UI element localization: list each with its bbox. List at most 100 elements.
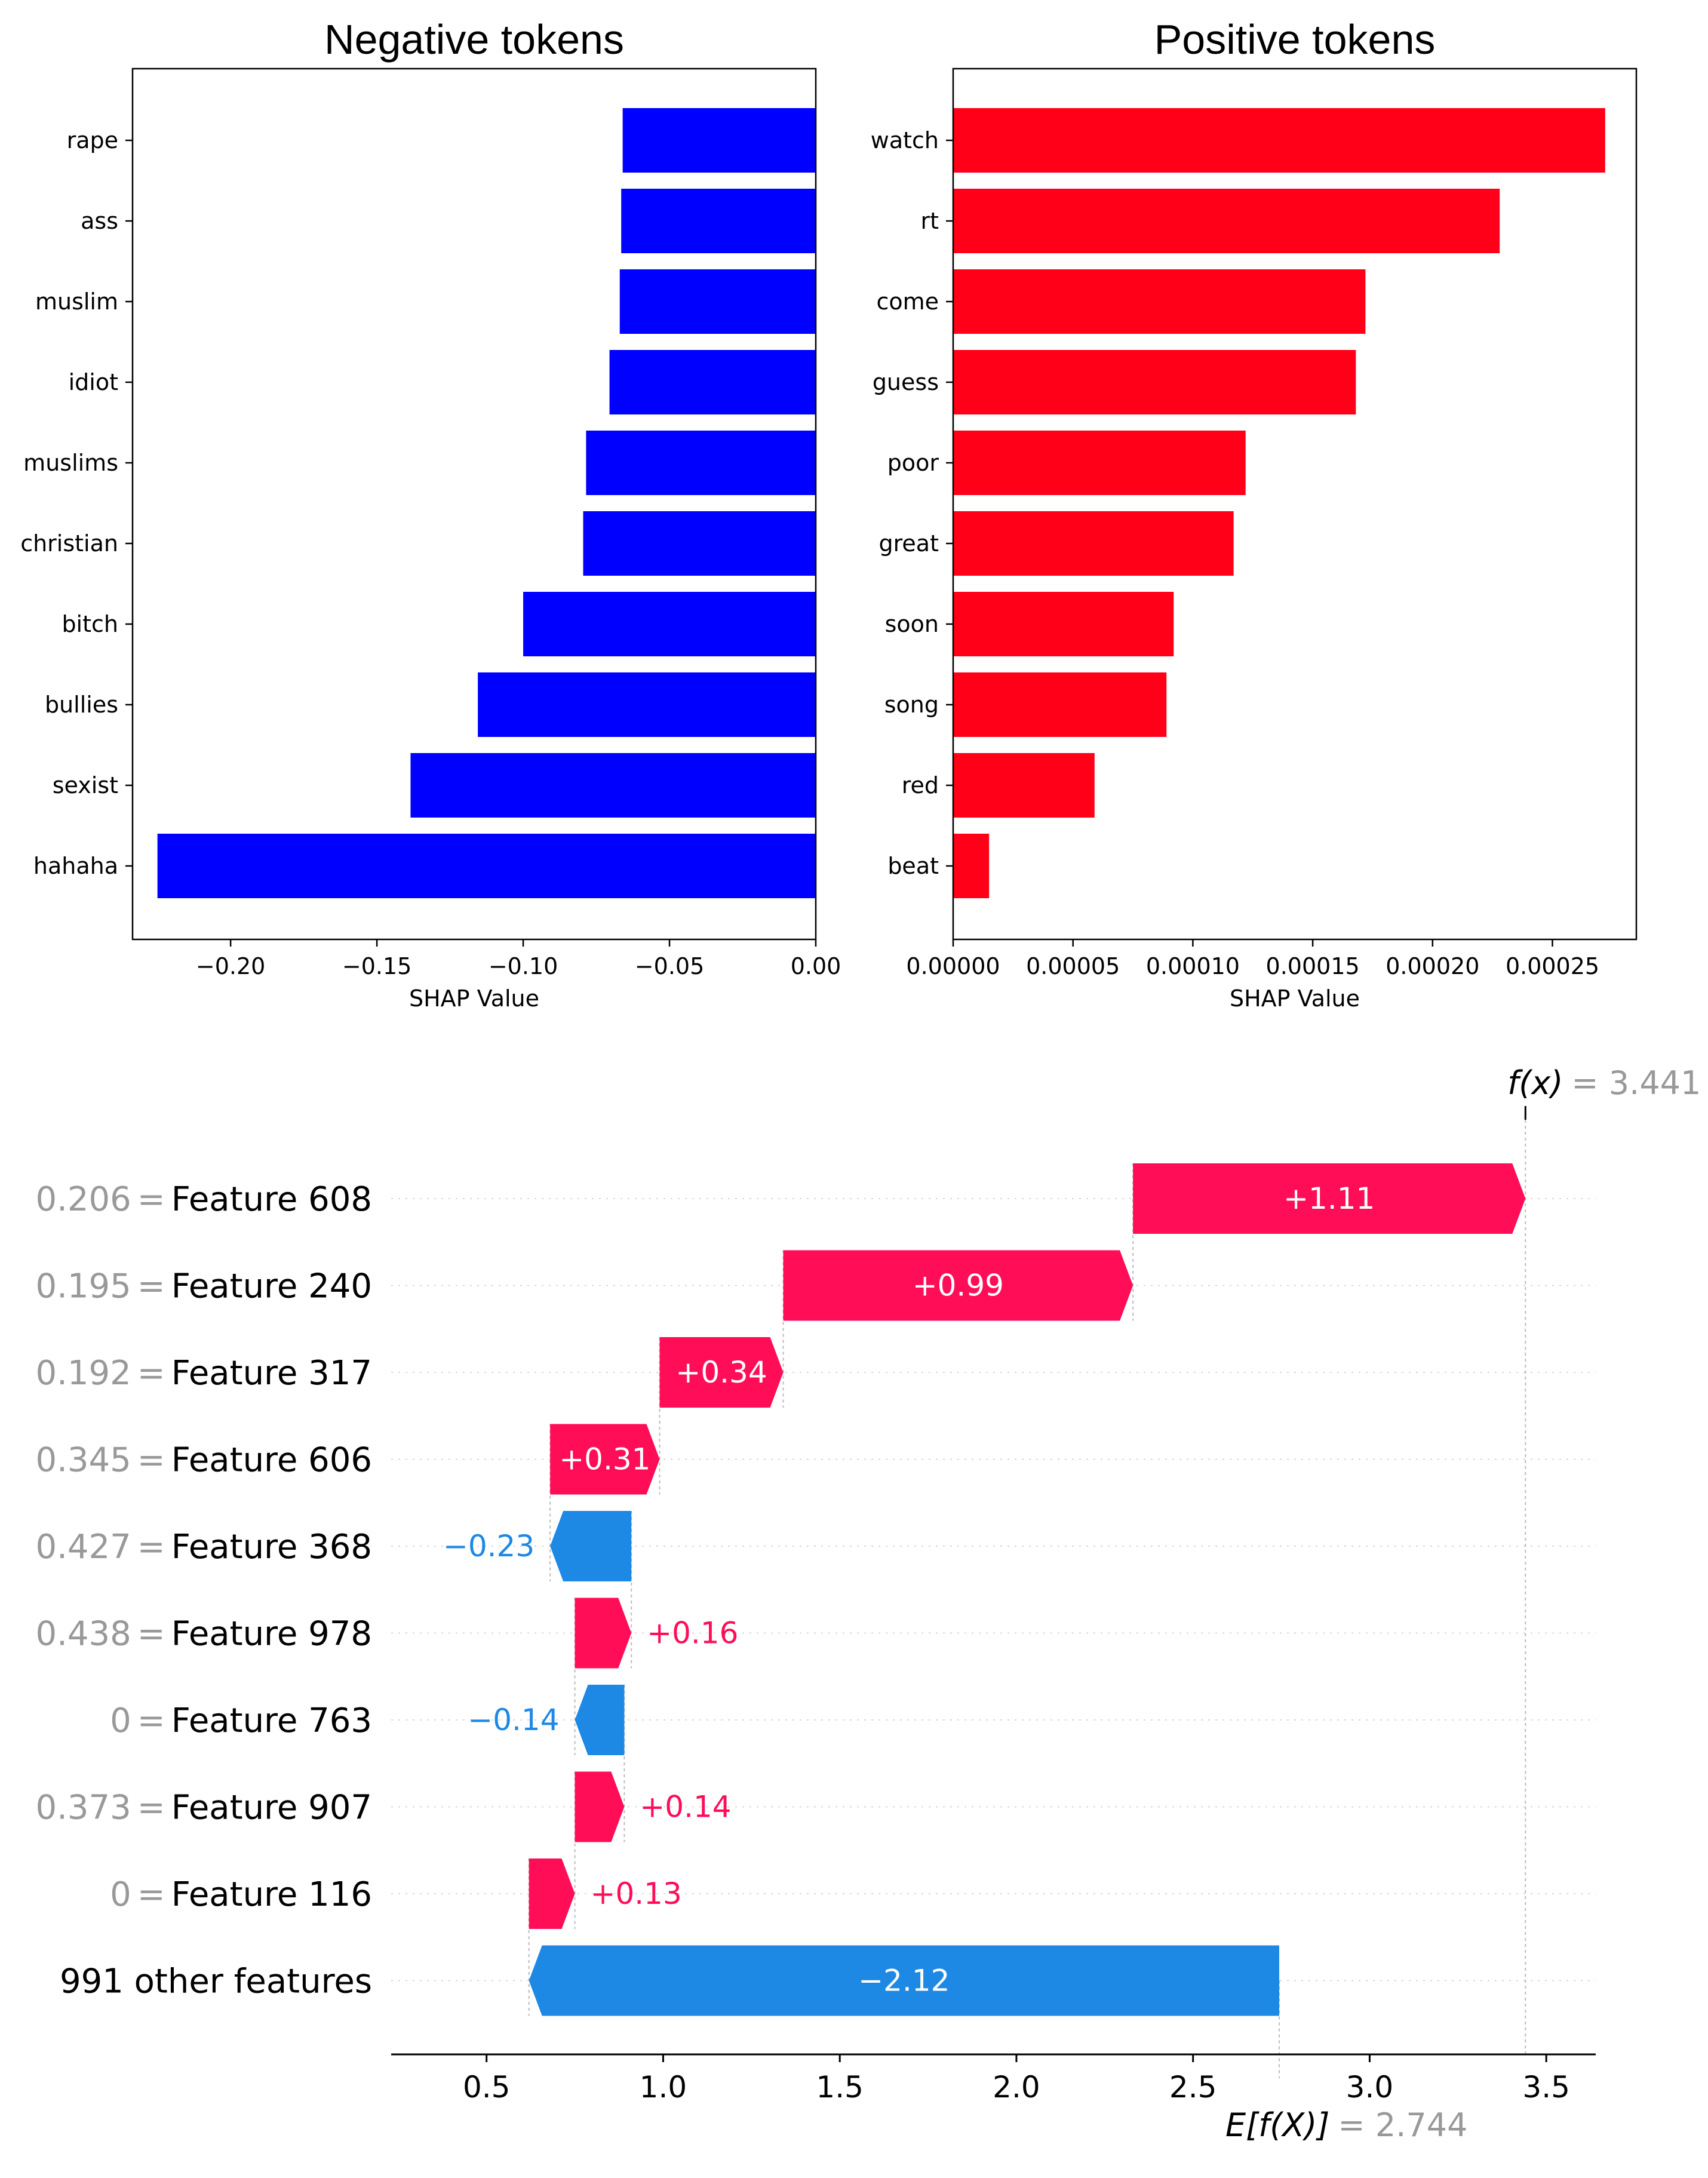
feature-name: Feature 368 — [171, 1528, 372, 1566]
negative-tokens-ylabel-muslims: muslims — [23, 450, 118, 476]
negative-tokens-bar-ass — [621, 189, 816, 253]
waterfall-chart: f(x) = 3.441+1.110.206 = Feature 608+0.990.… — [35, 1064, 1701, 2144]
feature-value: 0.206 — [35, 1180, 131, 1219]
positive-tokens-xtick-label: 0.00010 — [1146, 953, 1240, 979]
feature-name: Feature 907 — [171, 1789, 372, 1827]
waterfall-contribution-feature-978: +0.16 — [647, 1616, 738, 1651]
feature-value: 0.195 — [35, 1267, 131, 1306]
positive-tokens-ylabel-song: song — [884, 692, 939, 718]
negative-tokens-ylabel-rape: rape — [67, 127, 118, 153]
negative-tokens-xtick-label: −0.05 — [635, 953, 704, 979]
feature-name: 991 other features — [60, 1962, 372, 2001]
equals-sign: = — [137, 1528, 165, 1566]
positive-tokens-bar-great — [953, 511, 1234, 576]
negative-tokens-bar-idiot — [609, 350, 816, 414]
positive-tokens-xtick-label: 0.00015 — [1266, 953, 1360, 979]
waterfall-xtick-label: 2.0 — [993, 2070, 1040, 2105]
waterfall-row-label-991-other-features: 991 other features — [60, 1962, 372, 2001]
waterfall-xtick-label: 1.0 — [640, 2070, 687, 2105]
fx-value: = 3.441 — [1571, 1064, 1701, 1102]
waterfall-contribution-991-other-features: −2.12 — [858, 1964, 950, 1998]
waterfall-row-label-feature-606: 0.345 = Feature 606 — [35, 1441, 372, 1480]
negative-tokens-ylabel-bitch: bitch — [62, 611, 118, 637]
equals-sign: = — [137, 1615, 165, 1654]
waterfall-contribution-feature-763: −0.14 — [468, 1703, 559, 1737]
waterfall-contribution-feature-317: +0.34 — [675, 1355, 767, 1390]
efx-label: E[f(X)] — [1225, 2106, 1329, 2144]
positive-tokens-ylabel-soon: soon — [885, 611, 939, 637]
negative-tokens-ylabel-muslim: muslim — [35, 288, 118, 315]
waterfall-bar-feature-978 — [575, 1598, 632, 1669]
feature-value: 0.427 — [35, 1528, 131, 1566]
feature-name: Feature 317 — [171, 1354, 372, 1393]
negative-tokens-xlabel: SHAP Value — [409, 985, 539, 1012]
feature-value: 0 — [110, 1701, 131, 1740]
feature-value: 0.438 — [35, 1615, 131, 1654]
negative-tokens-ylabel-hahaha: hahaha — [33, 853, 118, 879]
negative-tokens-xtick-label: −0.20 — [196, 953, 265, 979]
equals-sign: = — [137, 1875, 165, 1914]
negative-tokens-bar-muslim — [619, 269, 816, 334]
waterfall-xtick-label: 2.5 — [1169, 2070, 1217, 2105]
waterfall-row-label-feature-240: 0.195 = Feature 240 — [35, 1267, 372, 1306]
equals-sign: = — [137, 1180, 165, 1219]
waterfall-bar-feature-317 — [659, 1337, 784, 1408]
feature-name: Feature 608 — [171, 1180, 372, 1219]
waterfall-bar-feature-240 — [783, 1250, 1133, 1321]
negative-tokens-xtick-label: −0.10 — [489, 953, 558, 979]
waterfall-contribution-feature-116: +0.13 — [591, 1876, 682, 1911]
negative-tokens-ylabel-christian: christian — [20, 530, 118, 557]
negative-tokens-bar-bullies — [478, 672, 816, 737]
positive-tokens-ylabel-great: great — [879, 530, 939, 557]
negative-tokens-ylabel-sexist: sexist — [53, 772, 118, 798]
feature-value: 0.192 — [35, 1354, 131, 1393]
positive-tokens-bar-soon — [953, 592, 1174, 656]
equals-sign: = — [137, 1789, 165, 1827]
equals-sign: = — [137, 1267, 165, 1306]
positive-tokens-ylabel-watch: watch — [871, 127, 939, 153]
positive-tokens-xtick-label: 0.00000 — [906, 953, 1000, 979]
positive-tokens-bar-rt — [953, 189, 1500, 253]
equals-sign: = — [137, 1701, 165, 1740]
positive-tokens-ylabel-red: red — [902, 772, 939, 798]
waterfall-row-label-feature-368: 0.427 = Feature 368 — [35, 1528, 372, 1566]
waterfall-contribution-feature-907: +0.14 — [640, 1790, 731, 1824]
positive-tokens-xlabel: SHAP Value — [1230, 985, 1360, 1012]
feature-value: 0.373 — [35, 1789, 131, 1827]
positive-tokens-ylabel-poor: poor — [887, 450, 939, 476]
positive-tokens-bar-come — [953, 269, 1366, 334]
waterfall-row-label-feature-907: 0.373 = Feature 907 — [35, 1789, 372, 1827]
waterfall-bar-991-other-features — [529, 1945, 1280, 2016]
positive-tokens-xtick-label: 0.00020 — [1386, 953, 1479, 979]
positive-tokens-frame — [952, 67, 1638, 941]
positive-tokens-bar-red — [953, 753, 1095, 818]
waterfall-contribution-feature-368: −0.23 — [443, 1529, 534, 1563]
equals-sign: = — [137, 1441, 165, 1480]
positive-tokens-title: Positive tokens — [1154, 16, 1436, 63]
efx-value: = 2.744 — [1338, 2106, 1467, 2144]
positive-tokens-xtick-label: 0.00005 — [1026, 953, 1120, 979]
waterfall-contribution-feature-606: +0.31 — [559, 1442, 650, 1477]
waterfall-xtick-label: 3.0 — [1346, 2070, 1394, 2105]
positive-tokens-bar-watch — [953, 108, 1605, 173]
waterfall-bar-feature-368 — [550, 1511, 632, 1581]
efx-annotation: E[f(X)] = 2.744 — [1225, 2106, 1467, 2144]
positive-tokens-chart: Positive tokens watch rt come guess poor great… — [871, 16, 1638, 1012]
waterfall-row-label-feature-116: 0 = Feature 116 — [110, 1875, 372, 1914]
negative-tokens-bar-hahaha — [157, 834, 816, 898]
negative-tokens-ylabel-bullies: bullies — [45, 692, 118, 718]
waterfall-row-label-feature-317: 0.192 = Feature 317 — [35, 1354, 372, 1393]
positive-tokens-bar-song — [953, 672, 1167, 737]
positive-tokens-ylabel-come: come — [876, 288, 939, 315]
positive-tokens-bar-guess — [953, 350, 1356, 414]
waterfall-contribution-feature-240: +0.99 — [913, 1268, 1004, 1303]
positive-tokens-bar-poor — [953, 431, 1246, 495]
negative-tokens-ylabel-idiot: idiot — [69, 369, 118, 395]
fx-label: f(x) — [1507, 1064, 1563, 1102]
waterfall-xtick-label: 1.5 — [816, 2070, 864, 2105]
waterfall-bar-feature-763 — [575, 1685, 625, 1755]
negative-tokens-xtick-label: 0.00 — [791, 953, 841, 979]
negative-tokens-title: Negative tokens — [324, 16, 624, 63]
positive-tokens-ylabel-beat: beat — [887, 853, 939, 879]
feature-name: Feature 240 — [171, 1267, 372, 1306]
